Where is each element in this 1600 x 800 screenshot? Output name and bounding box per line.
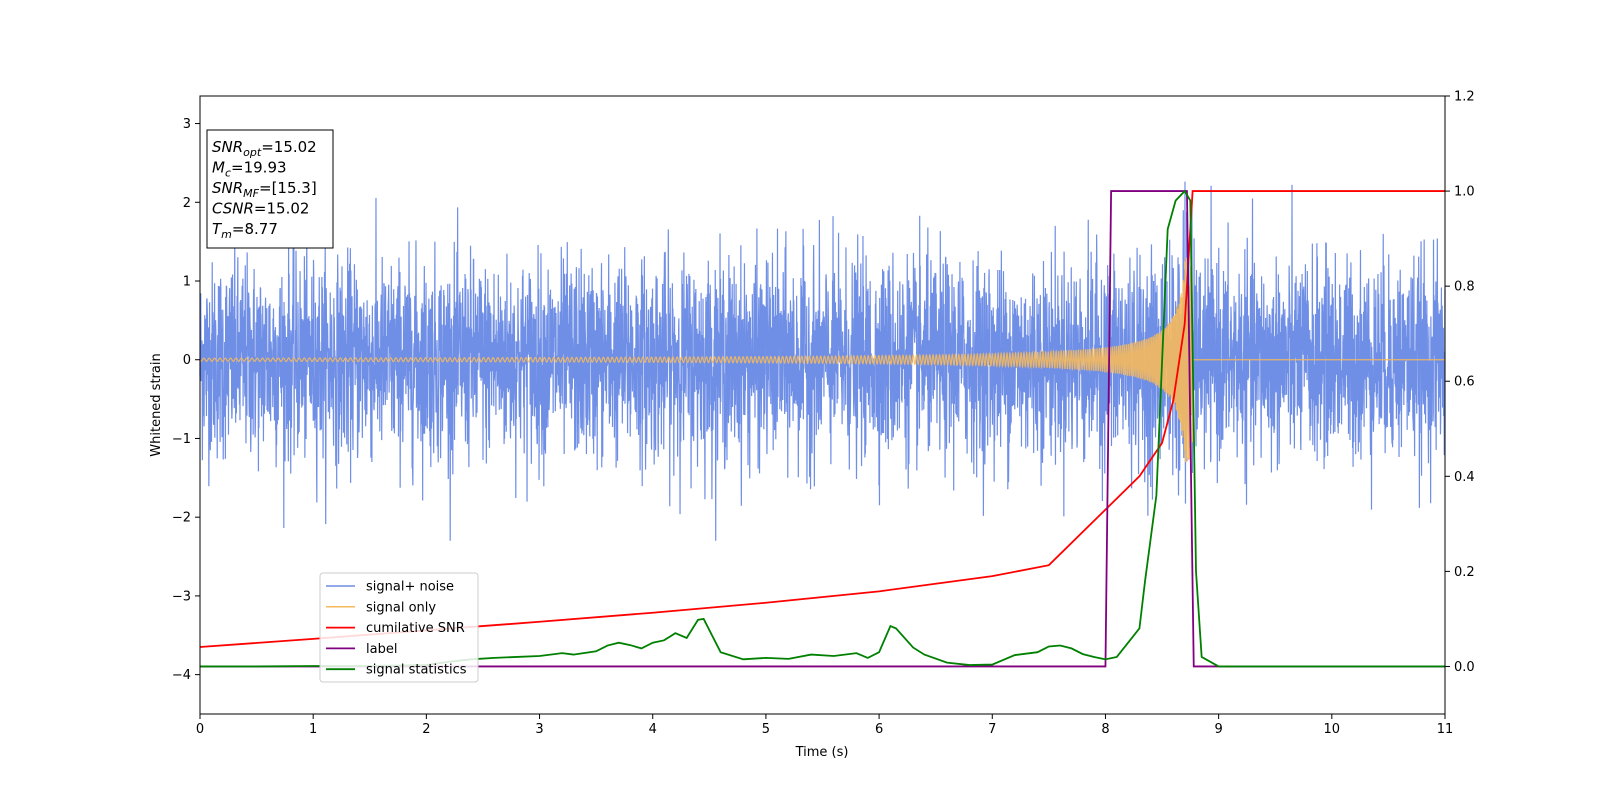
annotation-line: Tm=8.77: [212, 220, 278, 241]
y-right-tick-label: 0.2: [1454, 565, 1475, 580]
y-right-tick-label: 0.6: [1454, 375, 1475, 390]
y-left-tick-label: −2: [172, 511, 191, 526]
y-left-tick-label: 0: [183, 353, 191, 368]
x-tick-label: 2: [422, 722, 430, 737]
x-tick-label: 8: [1101, 722, 1109, 737]
y-axis-left: −4 −3 −2 −1 0 1 2 3: [172, 117, 200, 683]
y-right-tick-label: 1.2: [1454, 90, 1475, 105]
legend-label: cumilative SNR: [366, 621, 465, 636]
x-tick-label: 3: [535, 722, 543, 737]
y-right-tick-label: 0.4: [1454, 470, 1475, 485]
legend-label: signal+ noise: [366, 580, 454, 595]
x-tick-label: 4: [649, 722, 657, 737]
annotation-line: SNRMF=[15.3]: [212, 179, 317, 200]
x-tick-label: 10: [1324, 722, 1341, 737]
x-tick-label: 0: [196, 722, 204, 737]
plot-frame: [199, 95, 1446, 715]
signal-only-series: [199, 257, 1445, 463]
legend-label: label: [366, 642, 397, 657]
signal-statistics-line: [200, 189, 1445, 668]
annotation-frame: [206, 129, 334, 249]
y-right-tick-label: 0.0: [1454, 660, 1475, 675]
legend-label: signal only: [366, 600, 436, 615]
annotation-line: SNRopt=15.02: [212, 138, 317, 159]
y-left-tick-label: 2: [183, 196, 191, 211]
legend: signal+ noise signal only cumilative SNR la…: [319, 572, 479, 683]
x-tick-label: 1: [309, 722, 317, 737]
x-tick-label: 9: [1214, 722, 1222, 737]
y-right-tick-label: 1.0: [1454, 185, 1475, 200]
signal-noise-series: [199, 181, 1446, 541]
annotation-line: CSNR=15.02: [212, 200, 309, 218]
x-tick-label: 5: [762, 722, 770, 737]
y-left-tick-label: 3: [183, 117, 191, 132]
y-right-tick-label: 0.8: [1454, 280, 1475, 295]
x-axis-label: Time (s): [795, 745, 849, 760]
x-tick-label: 7: [988, 722, 996, 737]
x-tick-label: 11: [1437, 722, 1454, 737]
annotation-line: Mc=19.93: [212, 159, 287, 180]
legend-frame: [319, 572, 479, 683]
y-axis-right: 0.0 0.2 0.4 0.6 0.8 1.0 1.2: [1445, 90, 1475, 675]
legend-label: signal statistics: [366, 663, 467, 678]
y-left-tick-label: −1: [172, 432, 191, 447]
y-left-tick-label: −3: [172, 589, 191, 604]
y-left-tick-label: 1: [183, 275, 191, 290]
stats-annotation-box: SNRopt=15.02Mc=19.93SNRMF=[15.3]CSNR=15.…: [206, 129, 334, 249]
right-axis-series: [199, 189, 1445, 668]
y-axis-label: Whitened strain: [149, 353, 164, 456]
signal-only-line: [199, 257, 1445, 463]
x-axis: 0 1 2 3 4 5 6 7 8 9 10 11: [196, 714, 1453, 737]
y-left-tick-label: −4: [172, 668, 191, 683]
x-tick-label: 6: [875, 722, 883, 737]
cumilative-snr-line: [199, 190, 1445, 648]
signal-noise-line: [199, 181, 1446, 541]
